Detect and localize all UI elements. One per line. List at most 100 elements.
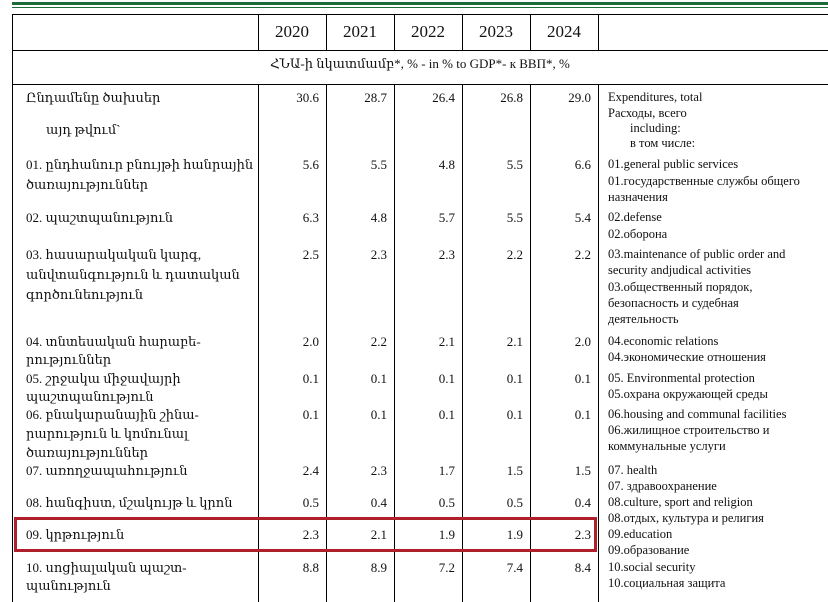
- table-cell: 26.4: [432, 90, 455, 105]
- row-label-hy: Ընդամենը ծախսեր: [26, 90, 161, 105]
- header-row-border: [12, 50, 828, 51]
- table-cell: 6.3: [302, 210, 319, 225]
- year-header: 2022: [411, 22, 445, 41]
- grid-line-body: [394, 84, 395, 602]
- row-label-ru: 01.государственные службы общего: [608, 174, 800, 188]
- table-cell: 2.3: [370, 247, 387, 262]
- year-header: 2021: [343, 22, 377, 41]
- grid-line-header: [394, 14, 395, 51]
- table-cell: 5.7: [438, 210, 455, 225]
- table-cell: 0.5: [438, 495, 455, 510]
- table-cell: 0.1: [438, 407, 455, 422]
- row-label-hy: 09. կրթություն: [26, 527, 125, 542]
- table-cell: 1.7: [438, 463, 455, 478]
- row-label-en: 04.economic relations: [608, 334, 719, 348]
- table-cell: 2.1: [506, 334, 523, 349]
- table-cell: 0.1: [302, 407, 319, 422]
- table-cell: 8.8: [302, 560, 319, 575]
- table-cell: 4.8: [438, 157, 455, 172]
- row-label-hy: ծառայություններ: [26, 445, 149, 460]
- top-rule-thick: [12, 2, 828, 5]
- table-cell: 1.5: [574, 463, 591, 478]
- grid-line-header: [326, 14, 327, 51]
- row-label-hy: գործունեություն: [26, 287, 143, 302]
- row-label-ru: 04.экономические отношения: [608, 350, 766, 364]
- unit-row-border: [12, 84, 828, 85]
- row-label-en: 06.housing and communal facilities: [608, 407, 787, 421]
- table-cell: 2.3: [302, 527, 319, 542]
- table-cell: 2.5: [302, 247, 319, 262]
- table-cell: 0.5: [506, 495, 523, 510]
- table-cell: 0.5: [302, 495, 319, 510]
- table-cell: 1.9: [506, 527, 523, 542]
- row-label-ru: коммунальные услуги: [608, 439, 726, 453]
- table-cell: 0.1: [370, 371, 387, 386]
- table-cell: 2.1: [370, 527, 387, 542]
- table-cell: 2.2: [370, 334, 387, 349]
- row-label-hy: անվտանգություն և դատական: [26, 267, 240, 282]
- grid-line-body: [326, 84, 327, 602]
- table-cell: 2.0: [302, 334, 319, 349]
- year-header: 2024: [547, 22, 581, 41]
- row-label-en: 03.maintenance of public order and: [608, 247, 786, 261]
- highlight-box: [14, 517, 597, 552]
- row-label-ru: 03.общественный порядок,: [608, 280, 753, 294]
- row-label-ru: 09.образование: [608, 543, 690, 557]
- table-cell: 5.4: [574, 210, 591, 225]
- grid-line-body: [462, 84, 463, 602]
- row-label-hy: 04. տնտեսական հարաբե-: [26, 334, 201, 349]
- table-cell: 1.5: [506, 463, 523, 478]
- table-cell: 0.1: [370, 407, 387, 422]
- table-cell: 0.1: [302, 371, 319, 386]
- grid-line-left: [12, 14, 13, 602]
- table-cell: 2.1: [438, 334, 455, 349]
- table-cell: 0.1: [574, 371, 591, 386]
- table-cell: 0.4: [574, 495, 591, 510]
- grid-line-header: [258, 14, 259, 51]
- table-cell: 7.4: [506, 560, 523, 575]
- table-cell: 7.2: [438, 560, 455, 575]
- row-label-en: security andjudical activities: [608, 263, 752, 277]
- row-label-hy: պանություն: [26, 578, 111, 593]
- row-label-hy: րարություն և կոմունալ: [26, 426, 189, 441]
- row-label-hy: 02. պաշտպանություն: [26, 210, 173, 225]
- grid-line-header: [462, 14, 463, 51]
- row-label-ru: деятельность: [608, 312, 679, 326]
- row-label-en: 01.general public services: [608, 157, 739, 171]
- table-cell: 5.5: [506, 210, 523, 225]
- table-cell: 2.2: [574, 247, 591, 262]
- row-label-hy: 01. ընդհանուր բնույթի հանրային: [26, 157, 254, 172]
- row-label-ru: Расходы, всего: [608, 106, 687, 120]
- table-cell: 8.9: [370, 560, 387, 575]
- row-label-hy: պաշտպանություն: [26, 389, 154, 404]
- grid-line-header: [598, 14, 599, 51]
- row-label-en: 10.social security: [608, 560, 696, 574]
- row-label-hy: 10. սոցիալական պաշտ-: [26, 560, 187, 575]
- table-cell: 29.0: [568, 90, 591, 105]
- year-header: 2020: [275, 22, 309, 41]
- row-label-ru: 08.отдых, культура и религия: [608, 511, 764, 525]
- table-cell: 2.3: [438, 247, 455, 262]
- row-label-en: 09.education: [608, 527, 673, 541]
- row-label-ru: в том числе:: [630, 136, 696, 150]
- grid-line-body: [598, 84, 599, 602]
- top-rule-thin: [12, 7, 828, 8]
- table-cell: 5.5: [370, 157, 387, 172]
- row-label-hy: 03. հասարակական կարգ,: [26, 247, 202, 262]
- table-cell: 1.9: [438, 527, 455, 542]
- table-cell: 5.5: [506, 157, 523, 172]
- table-cell: 26.8: [500, 90, 523, 105]
- year-header: 2023: [479, 22, 513, 41]
- row-label-ru: 02.оборона: [608, 227, 668, 241]
- table-cell: 2.2: [506, 247, 523, 262]
- row-label-en: Expenditures, total: [608, 90, 703, 104]
- row-label-en: 07. health: [608, 463, 658, 477]
- table-cell: 0.1: [506, 371, 523, 386]
- table-cell: 30.6: [296, 90, 319, 105]
- table-top-border: [12, 14, 828, 15]
- grid-line-header: [530, 14, 531, 51]
- row-label-ru: назначения: [608, 190, 668, 204]
- row-label-hy: ծառայություններ: [26, 177, 149, 192]
- table-cell: 4.8: [370, 210, 387, 225]
- row-label-en: 08.culture, sport and religion: [608, 495, 753, 509]
